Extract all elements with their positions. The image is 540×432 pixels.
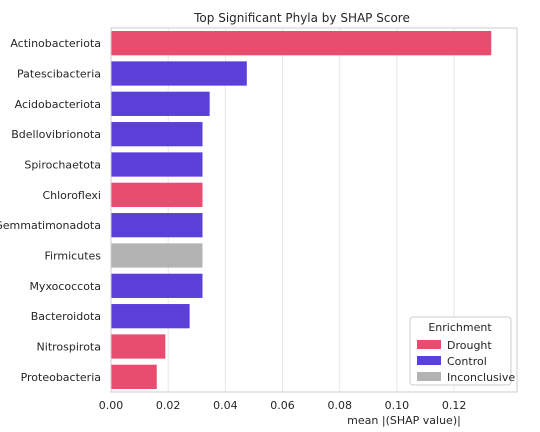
y-tick-label: Patescibacteria (17, 68, 101, 81)
y-tick-label: Chloroflexi (42, 189, 101, 202)
bar (111, 152, 203, 177)
bar (111, 364, 157, 389)
legend-label: Drought (447, 339, 492, 352)
legend-label: Inconclusive (447, 371, 515, 384)
bar (111, 61, 247, 86)
y-tick-label: Gemmatimonadota (0, 219, 101, 232)
y-tick-label: Myxococcota (29, 280, 101, 293)
plot-frame (110, 27, 518, 393)
bar (111, 31, 492, 56)
legend-title: Enrichment (428, 321, 492, 334)
bar (111, 243, 203, 268)
chart-title: Top Significant Phyla by SHAP Score (193, 11, 410, 25)
y-tick-label: Nitrospirota (37, 341, 101, 354)
bar (111, 213, 203, 238)
y-tick-label: Actinobacteriota (10, 37, 101, 50)
y-tick-label: Bdellovibrionota (11, 128, 101, 141)
x-tick-label: 0.04 (213, 399, 238, 412)
legend-label: Control (447, 355, 487, 368)
bar (111, 122, 203, 147)
y-tick-label: Acidobacteriota (15, 98, 101, 111)
x-tick-labels: 0.00 0.02 0.04 0.06 0.08 0.10 0.12 (99, 399, 467, 412)
y-tick-label: Bacteroidota (31, 310, 101, 323)
x-tick-label: 0.06 (270, 399, 295, 412)
x-tick-label: 0.10 (385, 399, 410, 412)
legend-swatch (417, 356, 441, 365)
legend-swatch (417, 340, 441, 349)
bars (111, 31, 492, 389)
x-tick-label: 0.00 (99, 399, 124, 412)
bar (111, 273, 203, 298)
legend-items: Drought Control Inconclusive (417, 339, 515, 384)
y-tick-label: Proteobacteria (21, 371, 101, 384)
x-tick-label: 0.02 (156, 399, 181, 412)
x-tick-label: 0.08 (327, 399, 352, 412)
grid (110, 28, 455, 392)
x-tick-label: 0.12 (442, 399, 467, 412)
y-tick-label: Firmicutes (44, 250, 101, 263)
legend-swatch (417, 372, 441, 381)
bar (111, 334, 166, 359)
bar (111, 304, 190, 329)
bar (111, 182, 203, 207)
y-tick-labels: Actinobacteriota Patescibacteria Acidobact… (0, 37, 101, 384)
legend-box (409, 316, 512, 386)
x-axis-label: mean |(SHAP value)| (347, 414, 461, 427)
y-tick-label: Spirochaetota (24, 159, 101, 172)
legend: Enrichment Drought Control Inconclusive (409, 316, 515, 386)
bar (111, 91, 210, 116)
